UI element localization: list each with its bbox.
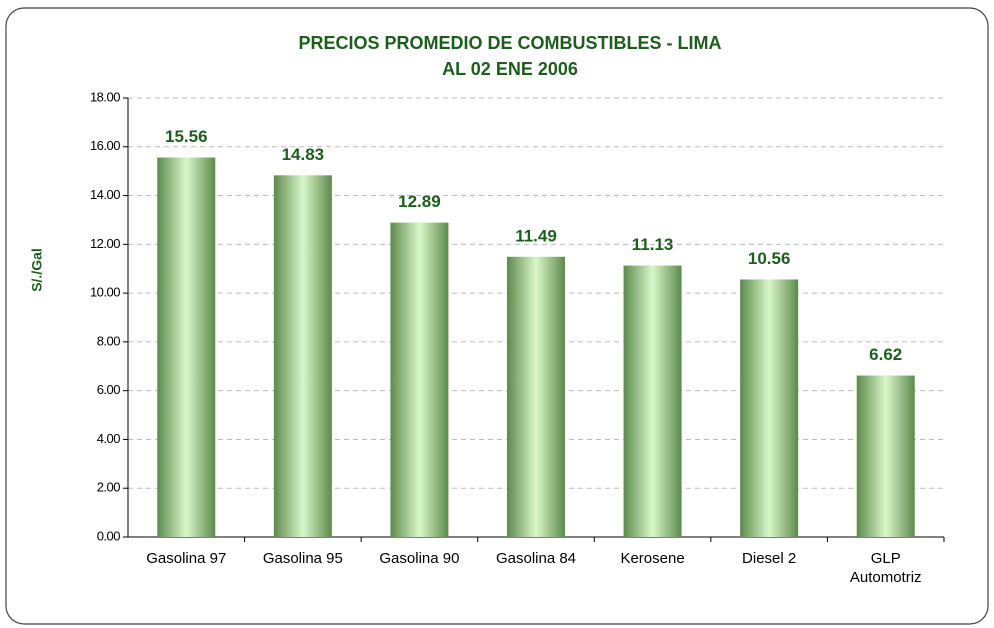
x-tick-label: Gasolina 90 (379, 550, 460, 567)
x-tick-label: GLP Automotriz (849, 550, 922, 586)
data-label: 12.89 (398, 192, 441, 211)
bar (856, 375, 915, 537)
data-label: 11.13 (632, 235, 674, 254)
x-tick-label: Gasolina 95 (262, 550, 343, 567)
bar (740, 279, 799, 537)
x-tick-label: Gasolina 84 (495, 550, 577, 567)
frame (5, 7, 989, 625)
chart-subtitle: AL 02 ENE 2006 (442, 59, 578, 79)
bar (507, 256, 565, 537)
x-tick-label: Kerosene (620, 550, 685, 567)
data-label: 14.83 (282, 145, 325, 164)
y-tick-label: 6.00 (97, 382, 121, 397)
y-tick-label: 10.00 (90, 285, 120, 300)
chart-title: PRECIOS PROMEDIO DE COMBUSTIBLES - LIMA (298, 33, 721, 53)
bar (390, 222, 449, 537)
y-tick-label: 16.00 (90, 138, 120, 153)
y-tick-label: 12.00 (90, 236, 120, 251)
data-label: 15.56 (165, 127, 208, 146)
bar (157, 157, 216, 537)
bar (623, 265, 682, 537)
y-tick-label: 0.00 (97, 528, 121, 543)
x-tick-label: Gasolina 97 (146, 550, 227, 567)
bar (273, 175, 332, 537)
y-tick-label: 2.00 (97, 480, 121, 495)
y-tick-label: 14.00 (90, 187, 120, 202)
data-label: 10.56 (748, 249, 791, 268)
data-label: 11.49 (515, 226, 557, 245)
data-label: 6.62 (869, 345, 902, 364)
y-tick-label: 4.00 (97, 431, 121, 446)
x-tick-label: Diesel 2 (742, 550, 797, 567)
y-axis-label: S/./Gal (29, 248, 45, 292)
y-tick-label: 8.00 (97, 333, 121, 348)
y-tick-label: 18.00 (90, 89, 120, 104)
